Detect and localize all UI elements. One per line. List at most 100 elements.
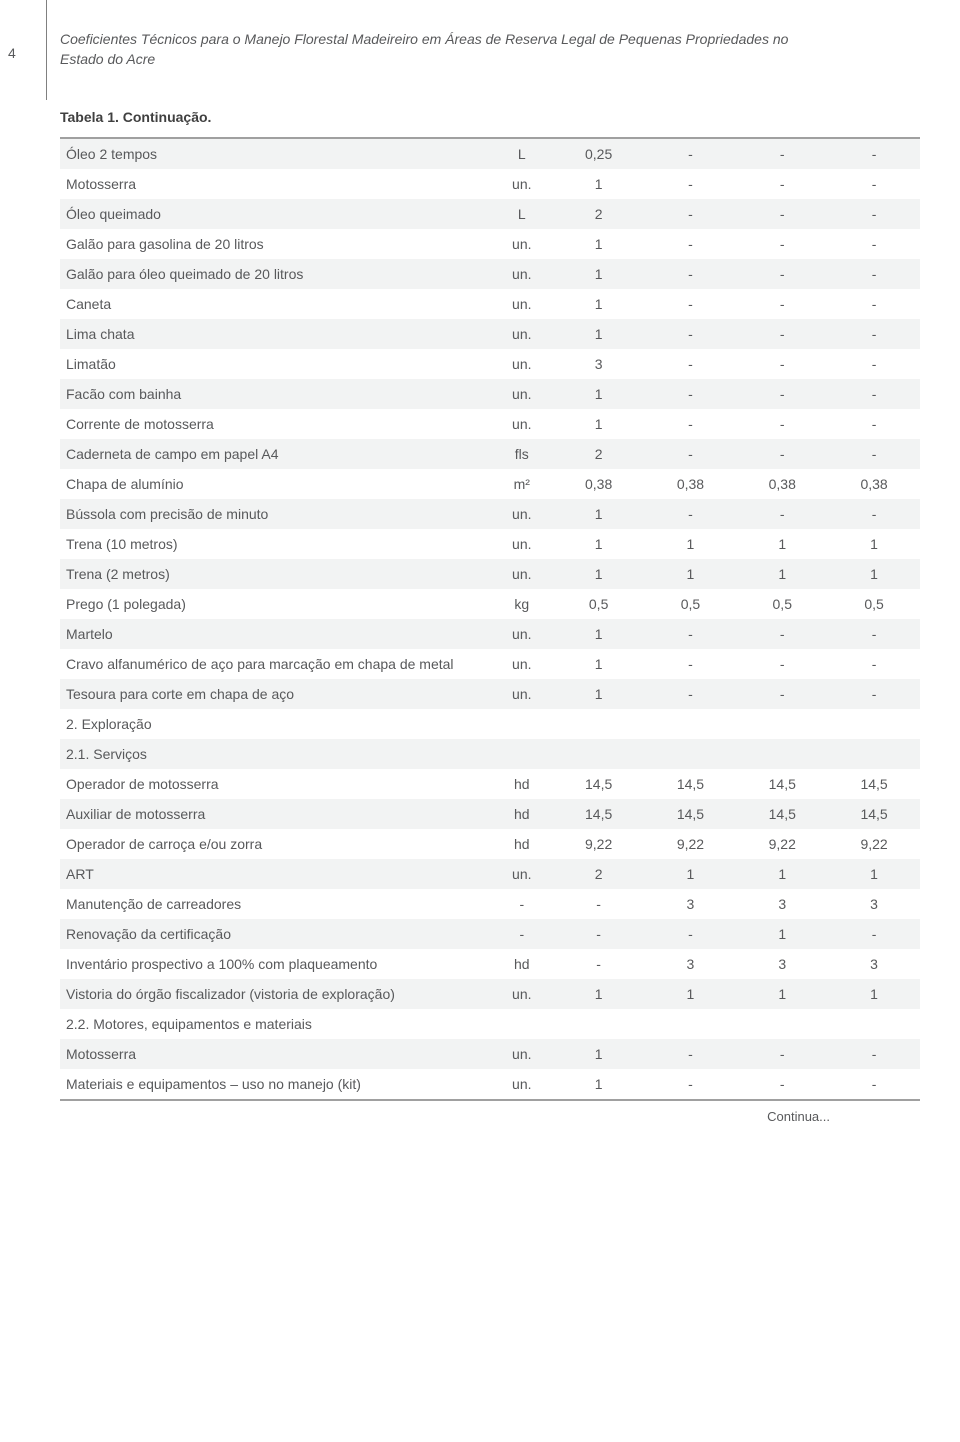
row-value: 1 [736,529,828,559]
table-row: Inventário prospectivo a 100% com plaque… [60,949,920,979]
row-value: 1 [828,559,920,589]
row-value: 14,5 [828,769,920,799]
row-unit: un. [491,499,553,529]
row-value: 3 [645,949,737,979]
row-value: - [828,169,920,199]
row-value: 1 [553,169,645,199]
row-description: Bússola com precisão de minuto [60,499,491,529]
row-unit: un. [491,859,553,889]
row-value: - [828,919,920,949]
row-description: Motosserra [60,169,491,199]
table-row: Manutenção de carreadores--333 [60,889,920,919]
row-unit: un. [491,349,553,379]
row-value: 1 [553,1069,645,1100]
row-value [736,709,828,739]
table-row: Tesoura para corte em chapa de açoun.1--… [60,679,920,709]
row-value: - [736,619,828,649]
row-value: 1 [553,529,645,559]
row-description: Óleo 2 tempos [60,138,491,169]
row-description: Caderneta de campo em papel A4 [60,439,491,469]
row-value: - [736,649,828,679]
row-value: 1 [553,289,645,319]
row-value [645,1009,737,1039]
table-row: Corrente de motosserraun.1--- [60,409,920,439]
row-value: 2 [553,439,645,469]
row-description: Martelo [60,619,491,649]
row-value: 0,25 [553,138,645,169]
row-unit: un. [491,979,553,1009]
row-description: ART [60,859,491,889]
row-value: 9,22 [645,829,737,859]
row-value: 2 [553,859,645,889]
row-value: 3 [736,949,828,979]
table-row: Prego (1 polegada)kg0,50,50,50,5 [60,589,920,619]
row-value: 1 [736,859,828,889]
table-row: 2.1. Serviços [60,739,920,769]
row-value [553,709,645,739]
row-value: 14,5 [645,799,737,829]
row-description: Operador de carroça e/ou zorra [60,829,491,859]
row-value: 1 [736,559,828,589]
row-value: - [828,379,920,409]
row-value: 9,22 [553,829,645,859]
table-row: Bússola com precisão de minutoun.1--- [60,499,920,529]
table-row: 2. Exploração [60,709,920,739]
table-row: Galão para gasolina de 20 litrosun.1--- [60,229,920,259]
table-row: Motosserraun.1--- [60,1039,920,1069]
row-description: Corrente de motosserra [60,409,491,439]
row-value: - [828,199,920,229]
row-value: - [645,138,737,169]
row-value: - [645,259,737,289]
row-value: - [645,409,737,439]
row-unit: un. [491,1039,553,1069]
row-description: Vistoria do órgão fiscalizador (vistoria… [60,979,491,1009]
row-description: Limatão [60,349,491,379]
row-value: 1 [553,409,645,439]
table-row: Facão com bainhaun.1--- [60,379,920,409]
row-value: - [828,679,920,709]
row-value: 2 [553,199,645,229]
row-unit: - [491,919,553,949]
vertical-rule [46,0,47,100]
table-row: Auxiliar de motosserrahd14,514,514,514,5 [60,799,920,829]
row-value: - [645,349,737,379]
row-unit [491,709,553,739]
running-header: Coeficientes Técnicos para o Manejo Flor… [60,30,820,69]
row-value: 9,22 [736,829,828,859]
row-description: Materiais e equipamentos – uso no manejo… [60,1069,491,1100]
row-description: Auxiliar de motosserra [60,799,491,829]
row-value [553,1009,645,1039]
row-value: - [736,439,828,469]
row-unit: un. [491,259,553,289]
row-value: 0,5 [553,589,645,619]
row-unit: hd [491,799,553,829]
table-row: Limatãoun.3--- [60,349,920,379]
table-row: 2.2. Motores, equipamentos e materiais [60,1009,920,1039]
table-row: Lima chataun.1--- [60,319,920,349]
row-value: 0,38 [828,469,920,499]
table-row: Óleo queimadoL2--- [60,199,920,229]
row-value: 1 [553,979,645,1009]
row-value: 3 [736,889,828,919]
row-unit: un. [491,409,553,439]
row-unit: hd [491,949,553,979]
row-value: 1 [553,259,645,289]
table-row: Motosserraun.1--- [60,169,920,199]
row-value: - [736,1069,828,1100]
row-value: - [736,138,828,169]
row-value: - [645,289,737,319]
row-unit: un. [491,529,553,559]
row-value: 1 [645,979,737,1009]
row-value: - [828,1039,920,1069]
row-description: 2.1. Serviços [60,739,491,769]
row-description: Renovação da certificação [60,919,491,949]
row-value: - [736,289,828,319]
row-unit: un. [491,619,553,649]
table-row: Materiais e equipamentos – uso no manejo… [60,1069,920,1100]
table-row: Operador de carroça e/ou zorrahd9,229,22… [60,829,920,859]
row-value: - [645,499,737,529]
row-value: 14,5 [828,799,920,829]
row-description: Cravo alfanumérico de aço para marcação … [60,649,491,679]
row-value: 9,22 [828,829,920,859]
row-value: - [736,1039,828,1069]
